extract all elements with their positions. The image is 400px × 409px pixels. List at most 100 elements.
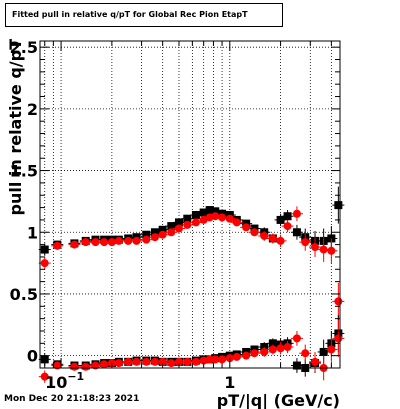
marker-circle	[100, 360, 109, 369]
marker-circle	[70, 362, 79, 371]
y-tick-label: 2	[27, 100, 38, 119]
marker-circle	[132, 236, 141, 245]
marker-square	[199, 208, 208, 217]
data-point	[189, 357, 202, 366]
marker-circle	[311, 243, 320, 252]
data-point	[332, 282, 345, 320]
marker-circle	[124, 236, 133, 245]
data-point	[68, 362, 81, 371]
data-point	[299, 233, 312, 251]
marker-circle	[132, 357, 141, 366]
x-axis-label: pT/|q| (GeV/c)	[217, 391, 340, 409]
marker-circle	[250, 349, 259, 358]
marker-circle	[292, 209, 301, 218]
data-point	[68, 240, 81, 249]
plot-frame	[39, 40, 341, 369]
marker-circle	[167, 359, 176, 368]
data-point	[38, 370, 51, 383]
data-point	[281, 219, 294, 233]
marker-circle	[142, 235, 151, 244]
marker-circle	[327, 345, 336, 354]
marker-circle	[81, 238, 90, 247]
marker-circle	[276, 236, 285, 245]
marker-circle	[183, 357, 192, 366]
marker-circle	[91, 238, 100, 247]
marker-square	[276, 215, 285, 224]
marker-circle	[334, 334, 343, 343]
data-point	[248, 349, 261, 358]
marker-square	[142, 230, 151, 239]
y-tick-label: 0.5	[10, 285, 38, 304]
marker-circle	[175, 224, 184, 233]
marker-circle	[114, 236, 123, 245]
data-point	[309, 237, 322, 257]
marker-circle	[250, 228, 259, 237]
data-point	[240, 223, 253, 232]
data-point	[290, 224, 303, 240]
x-tick-label: 1	[224, 373, 235, 392]
marker-circle	[268, 345, 277, 354]
data-point	[258, 347, 271, 357]
marker-circle	[218, 355, 227, 364]
data-point	[290, 358, 303, 373]
data-point	[181, 220, 194, 229]
marker-square	[191, 210, 200, 219]
data-point	[274, 234, 287, 248]
marker-circle	[191, 357, 200, 366]
marker-circle	[199, 356, 208, 365]
y-tick-label: 0	[27, 347, 38, 366]
marker-circle	[158, 357, 167, 366]
marker-circle	[283, 222, 292, 231]
marker-square	[40, 245, 49, 254]
y-tick-label: 1	[27, 223, 38, 242]
y-axis-label: pull in relative q/pT	[6, 39, 25, 216]
data-point	[290, 206, 303, 222]
marker-circle	[283, 343, 292, 352]
marker-circle	[114, 359, 123, 368]
data-point	[248, 228, 261, 237]
marker-circle	[40, 259, 49, 268]
data-point	[230, 218, 243, 227]
marker-circle	[242, 223, 251, 232]
marker-circle	[276, 344, 285, 353]
marker-square	[268, 339, 277, 348]
x-tick-label: 10−1	[45, 370, 84, 392]
data-point	[325, 337, 338, 362]
marker-circle	[124, 357, 133, 366]
data-point	[173, 218, 186, 227]
marker-circle	[70, 240, 79, 249]
marker-circle	[292, 334, 301, 343]
marker-square	[167, 222, 176, 231]
marker-circle	[183, 220, 192, 229]
data-point	[130, 236, 143, 245]
marker-square	[292, 361, 301, 370]
marker-square	[150, 228, 159, 237]
data-point	[290, 330, 303, 346]
marker-square	[158, 225, 167, 234]
data-point	[240, 351, 253, 360]
data-point	[258, 231, 271, 241]
data-point	[140, 235, 153, 244]
marker-circle	[218, 213, 227, 222]
x-tick-exponent: −1	[67, 370, 84, 383]
marker-circle	[232, 218, 241, 227]
marker-circle	[260, 231, 269, 240]
data-points	[38, 186, 345, 383]
marker-circle	[319, 245, 328, 254]
marker-circle	[81, 362, 90, 371]
data-point	[325, 238, 338, 264]
marker-circle	[232, 352, 241, 361]
marker-circle	[334, 297, 343, 306]
marker-circle	[311, 357, 320, 366]
data-point	[181, 214, 194, 223]
marker-circle	[53, 241, 62, 250]
data-point	[173, 224, 186, 233]
marker-square	[319, 347, 328, 356]
marker-square	[40, 355, 49, 364]
data-point	[38, 243, 51, 256]
data-point	[112, 359, 125, 368]
chart-title: Fitted pull in relative q/pT for Global …	[5, 3, 283, 27]
marker-square	[175, 218, 184, 227]
marker-circle	[211, 355, 220, 364]
marker-square	[211, 207, 220, 216]
